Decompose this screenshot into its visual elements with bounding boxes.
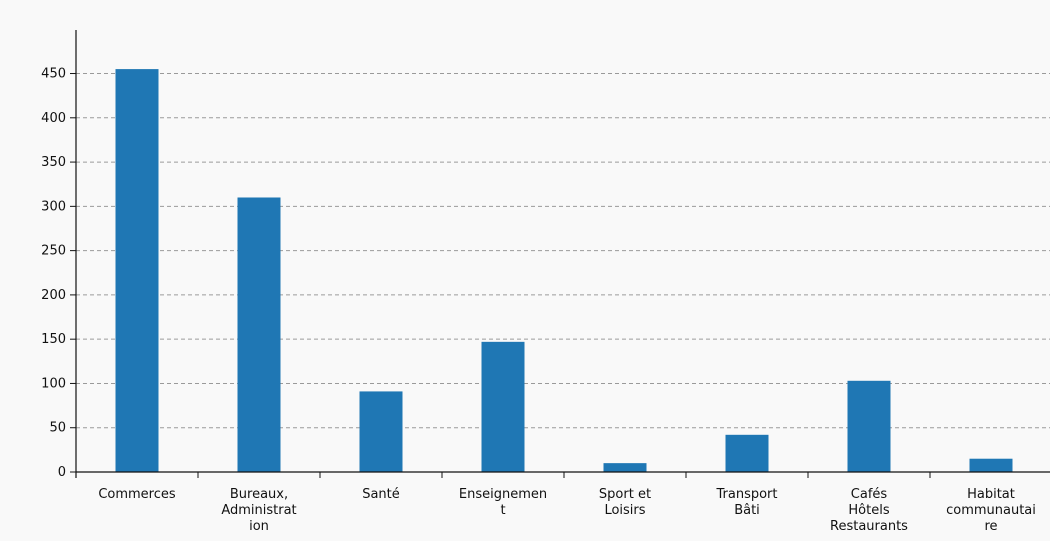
y-tick-label: 0 xyxy=(58,465,66,480)
x-tick-label-line: Bâti xyxy=(734,503,760,518)
y-tick-label: 400 xyxy=(41,111,66,126)
y-tick-label: 250 xyxy=(41,244,66,259)
x-axis-ticks: Commerces Bureaux, Administrat ion Santé Ense… xyxy=(75,472,1036,534)
x-tick-label-line: Administrat xyxy=(221,503,296,518)
x-tick-label-line: Sport et xyxy=(599,487,651,502)
bar-4 xyxy=(603,463,647,472)
y-tick-label: 300 xyxy=(41,199,66,214)
x-tick-label: Sport et Loisirs xyxy=(599,487,651,518)
x-tick-label: Transport Bâti xyxy=(715,487,777,518)
y-tick-label: 50 xyxy=(49,421,66,436)
x-tick-label-line: Santé xyxy=(362,487,400,502)
y-tick-label: 150 xyxy=(41,332,66,347)
x-tick-label-line: Commerces xyxy=(98,487,176,502)
y-tick-label: 450 xyxy=(41,67,66,82)
bar-2 xyxy=(359,391,403,472)
x-tick-label: Cafés Hôtels Restaurants xyxy=(830,487,908,534)
x-tick-label-line: communautai xyxy=(946,503,1036,518)
bar-6 xyxy=(847,380,891,472)
y-tick-label: 200 xyxy=(41,288,66,303)
x-tick-label-line: Hôtels xyxy=(848,503,889,518)
x-tick-label-line: Loisirs xyxy=(604,503,645,518)
x-tick-label-line: Habitat xyxy=(967,487,1015,502)
y-axis-ticks: 0 50 100 150 200 250 300 350 400 450 xyxy=(41,67,76,480)
x-tick-label-line: ion xyxy=(249,519,269,534)
grid-lines xyxy=(76,73,1050,429)
axes xyxy=(75,30,1050,478)
bars xyxy=(115,69,1013,472)
bar-0 xyxy=(115,69,159,472)
bar-5 xyxy=(725,434,769,472)
x-tick-label-line: Cafés xyxy=(851,487,888,502)
bar-3 xyxy=(481,341,525,472)
x-tick-label-line: Bureaux, xyxy=(230,487,288,502)
x-tick-label: Enseignemen t xyxy=(459,487,547,518)
x-tick-label-line: Transport xyxy=(715,487,777,502)
x-tick-label-line: re xyxy=(984,519,997,534)
x-tick-label: Habitat communautai re xyxy=(946,487,1036,534)
x-tick-label-line: Enseignemen xyxy=(459,487,547,502)
x-tick-label-line: Restaurants xyxy=(830,519,908,534)
x-tick-label: Santé xyxy=(362,487,400,502)
x-tick-label-line: t xyxy=(500,503,505,518)
y-tick-label: 350 xyxy=(41,155,66,170)
bar-7 xyxy=(969,458,1013,472)
x-tick-label: Bureaux, Administrat ion xyxy=(221,487,296,534)
x-tick-label: Commerces xyxy=(98,487,176,502)
bar-1 xyxy=(237,197,281,472)
y-tick-label: 100 xyxy=(41,376,66,391)
